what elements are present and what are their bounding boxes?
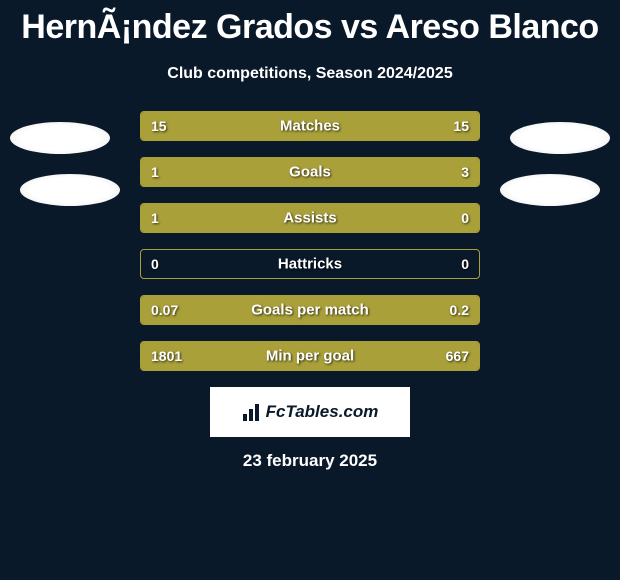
stat-value-left: 1 xyxy=(151,164,159,180)
stat-value-right: 15 xyxy=(453,118,469,134)
stat-value-left: 0 xyxy=(151,256,159,272)
stat-row-matches: 15 Matches 15 xyxy=(140,111,480,141)
stat-row-goals: 1 Goals 3 xyxy=(140,157,480,187)
subtitle: Club competitions, Season 2024/2025 xyxy=(0,65,620,83)
logo: FcTables.com xyxy=(242,402,379,422)
stat-label: Min per goal xyxy=(266,348,354,365)
logo-box: FcTables.com xyxy=(210,387,410,437)
stat-label: Hattricks xyxy=(278,256,342,273)
stat-value-right: 3 xyxy=(461,164,469,180)
player-1-team-badge xyxy=(20,174,120,206)
comparison-chart: 15 Matches 15 1 Goals 3 1 Assists 0 0 Ha… xyxy=(140,111,480,371)
stat-row-assists: 1 Assists 0 xyxy=(140,203,480,233)
logo-text: FcTables.com xyxy=(266,402,379,422)
stat-value-right: 0 xyxy=(461,256,469,272)
stat-value-left: 1801 xyxy=(151,348,182,364)
stat-row-hattricks: 0 Hattricks 0 xyxy=(140,249,480,279)
stat-value-right: 667 xyxy=(446,348,469,364)
stat-bar-right xyxy=(215,158,479,186)
stat-value-right: 0.2 xyxy=(450,302,469,318)
stat-label: Goals per match xyxy=(251,302,369,319)
stat-label: Assists xyxy=(283,210,336,227)
stat-value-left: 0.07 xyxy=(151,302,178,318)
player-2-avatar xyxy=(510,122,610,154)
stat-value-right: 0 xyxy=(461,210,469,226)
stat-label: Matches xyxy=(280,118,340,135)
stat-value-left: 1 xyxy=(151,210,159,226)
page-title: HernÃ¡ndez Grados vs Areso Blanco xyxy=(0,0,620,47)
stat-row-goals-per-match: 0.07 Goals per match 0.2 xyxy=(140,295,480,325)
stat-row-min-per-goal: 1801 Min per goal 667 xyxy=(140,341,480,371)
stat-value-left: 15 xyxy=(151,118,167,134)
player-2-team-badge xyxy=(500,174,600,206)
player-1-avatar xyxy=(10,122,110,154)
date-label: 23 february 2025 xyxy=(0,451,620,471)
stat-label: Goals xyxy=(289,164,331,181)
bar-chart-icon xyxy=(242,402,262,422)
stat-bar-left xyxy=(141,204,405,232)
